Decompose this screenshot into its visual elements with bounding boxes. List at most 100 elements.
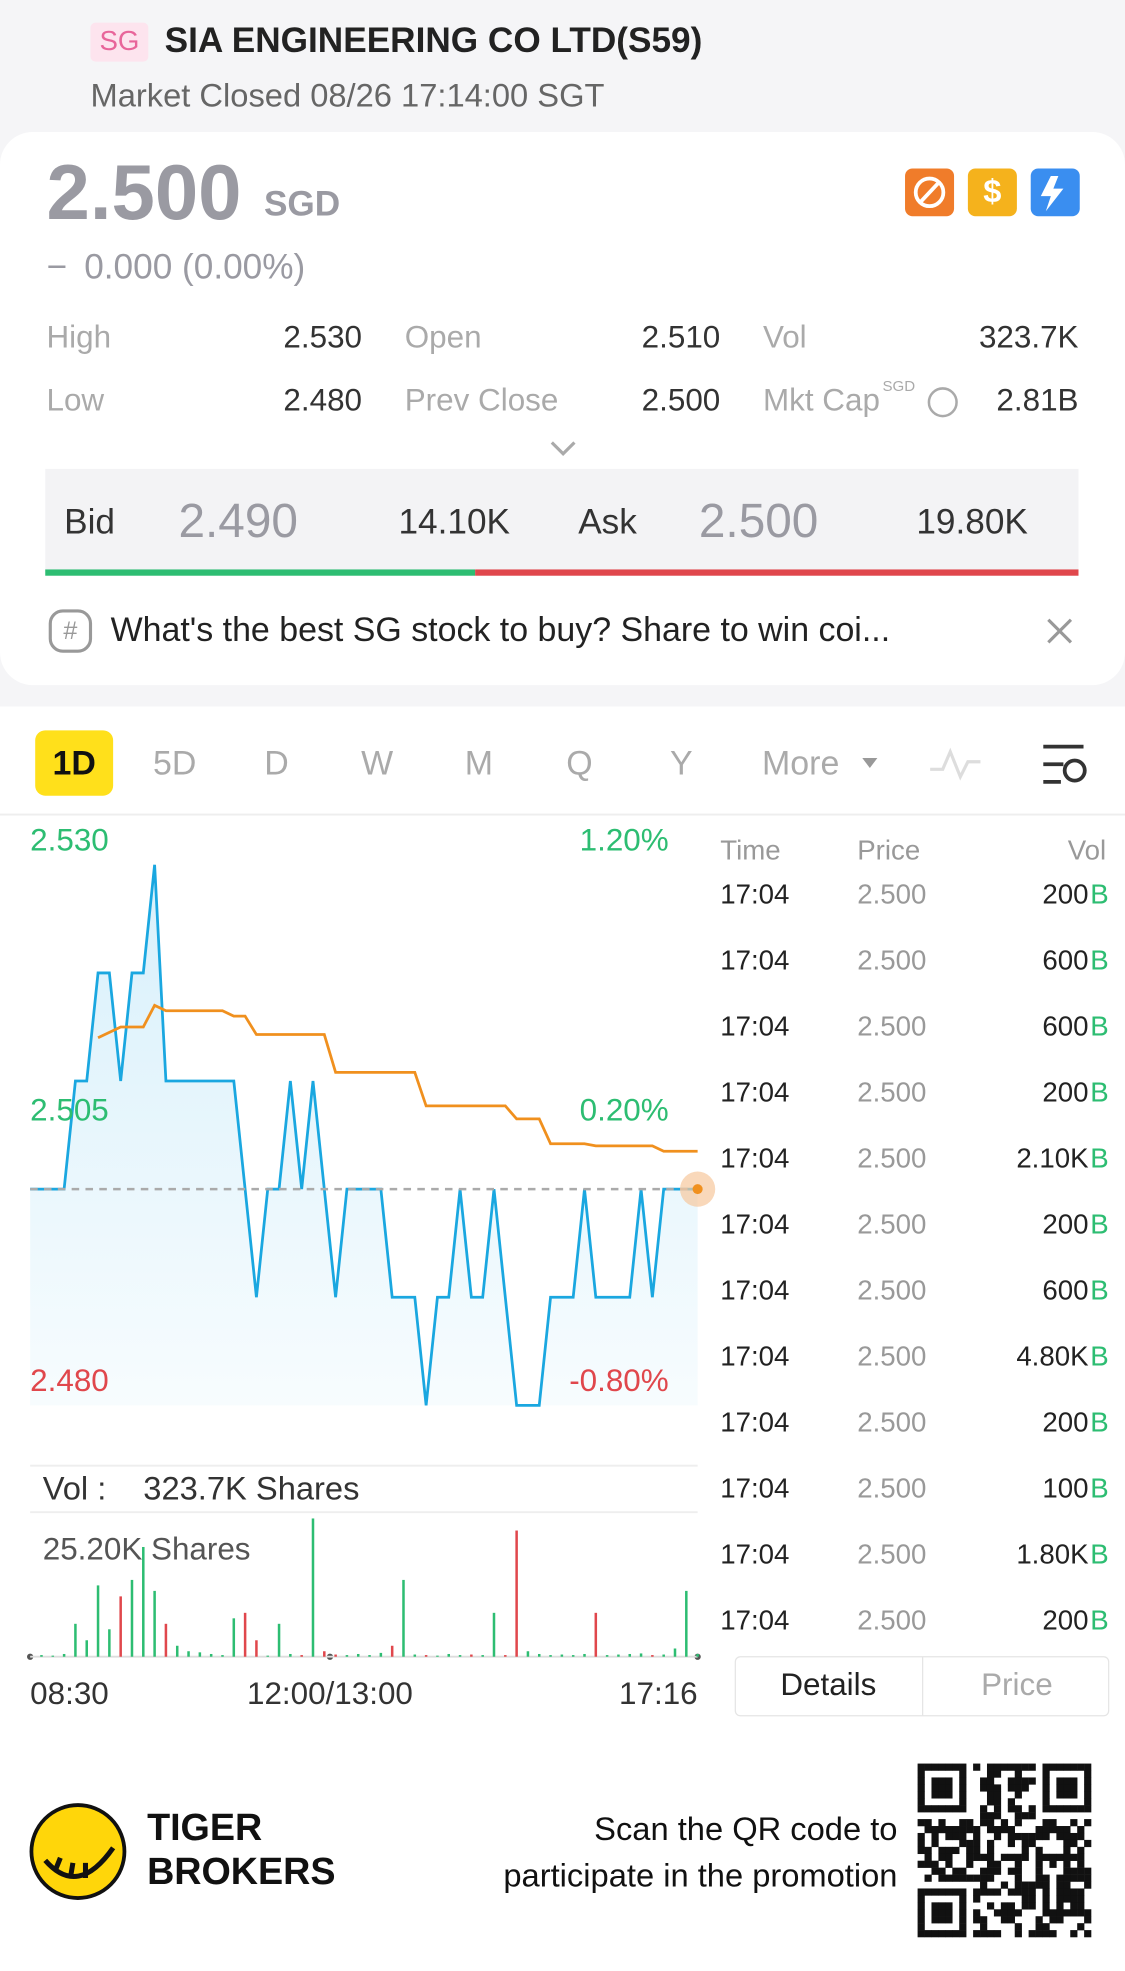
detail-tab[interactable]: Price	[981, 1667, 1053, 1702]
detail-tab[interactable]: Details	[780, 1667, 876, 1702]
volume-bar	[470, 1654, 473, 1657]
qr-cell	[1035, 1846, 1043, 1855]
price-area	[30, 864, 698, 1406]
price: 2.500	[47, 148, 242, 236]
qr-cell	[986, 1930, 995, 1938]
expand-chevron[interactable]	[550, 441, 576, 457]
qr-cell	[1084, 1916, 1092, 1924]
qr-cell	[917, 1798, 925, 1806]
settings-icon[interactable]	[1043, 744, 1084, 784]
trade-flag: B	[1090, 1209, 1108, 1240]
qr-cell	[1063, 1791, 1071, 1799]
qr-cell	[917, 1832, 925, 1841]
qr-cell	[959, 1791, 967, 1799]
qr-cell	[966, 1819, 974, 1827]
y-tick-label: 2.530	[30, 823, 109, 858]
qr-cell	[917, 1916, 925, 1924]
qr-cell	[1042, 1770, 1050, 1778]
volume-bar	[696, 1653, 699, 1657]
indicator-icon[interactable]	[930, 747, 981, 781]
qr-cell	[959, 1826, 967, 1834]
qr-cell	[1014, 1805, 1022, 1813]
qr-cell	[1056, 1909, 1064, 1917]
qr-cell	[1070, 1888, 1078, 1896]
icon[interactable]	[967, 168, 1017, 217]
trade-vol: 600	[1042, 945, 1088, 976]
qr-cell	[1070, 1819, 1078, 1827]
period-tab[interactable]: Y	[670, 744, 693, 782]
qr-code	[917, 1763, 1092, 1938]
qr-cell	[973, 1832, 981, 1841]
title: SIA ENGINEERING CO LTD(S59)	[165, 21, 703, 60]
qr-cell	[986, 1853, 995, 1861]
qr-cell	[931, 1777, 939, 1785]
qr-cell	[1014, 1923, 1022, 1931]
qr-cell	[966, 1853, 974, 1861]
period-tab[interactable]: D	[264, 744, 288, 782]
qr-cell	[1028, 1805, 1036, 1813]
trade-vol: 200	[1042, 1604, 1088, 1635]
qr-cell	[1084, 1791, 1092, 1799]
period-tab[interactable]: 5D	[153, 744, 196, 782]
qr-cell	[959, 1923, 967, 1931]
qr-cell	[986, 1902, 995, 1910]
period-tab[interactable]: 1D	[52, 744, 95, 782]
trade-time: 17:04	[720, 1011, 789, 1042]
qr-cell	[1014, 1777, 1022, 1785]
qr-cell	[986, 1763, 995, 1771]
volume-bar	[74, 1623, 77, 1657]
qr-cell	[1014, 1860, 1022, 1868]
banner[interactable]: What's the best SG stock to buy? Share t…	[111, 611, 891, 649]
volume-bar	[662, 1654, 665, 1657]
trade-price: 2.500	[857, 1011, 926, 1042]
qr-cell	[1063, 1867, 1071, 1875]
qr-cell	[986, 1826, 995, 1834]
qr-cell	[938, 1867, 946, 1875]
qr-cell	[917, 1784, 925, 1792]
qr-cell	[1049, 1763, 1057, 1771]
qr-cell	[1084, 1909, 1092, 1917]
qr-cell	[1028, 1930, 1036, 1938]
qr-cell	[959, 1763, 967, 1771]
volume-bar	[424, 1655, 428, 1657]
qr-cell	[945, 1826, 953, 1834]
close-banner[interactable]	[1047, 618, 1073, 644]
qr-cell	[1042, 1805, 1050, 1813]
period-tab[interactable]: Q	[566, 744, 592, 782]
qr-cell	[993, 1791, 1002, 1799]
qr-cell	[1007, 1805, 1015, 1813]
qr-cell	[1084, 1930, 1092, 1938]
volume-bar	[379, 1652, 383, 1657]
qr-cell	[1042, 1930, 1050, 1938]
qr-cell	[917, 1860, 925, 1868]
change-sign: −	[47, 247, 68, 286]
qr-cell	[952, 1805, 960, 1813]
stat-value: 2.480	[283, 383, 362, 418]
qr-cell	[959, 1832, 967, 1841]
qr-cell	[1014, 1812, 1022, 1820]
qr-cell	[966, 1860, 974, 1868]
qr-cell	[1000, 1819, 1009, 1827]
qr-cell	[1056, 1832, 1064, 1841]
qr-cell	[931, 1860, 939, 1868]
qr-cell	[980, 1888, 988, 1896]
period-tab[interactable]: W	[361, 744, 393, 782]
y-tick-label: 2.505	[30, 1093, 109, 1128]
qr-cell	[1084, 1874, 1092, 1882]
period-tab[interactable]: More	[762, 744, 839, 782]
qr-cell	[959, 1902, 967, 1910]
qr-cell	[1056, 1881, 1064, 1889]
qr-cell	[1070, 1805, 1078, 1813]
qr-cell	[1035, 1867, 1043, 1875]
qr-cell	[1042, 1791, 1050, 1799]
trade-time: 17:04	[720, 879, 789, 910]
qr-cell	[1070, 1763, 1078, 1771]
period-tab[interactable]: M	[465, 744, 493, 782]
qr-cell	[952, 1763, 960, 1771]
trade-header: Price	[857, 835, 920, 866]
qr-cell	[959, 1895, 967, 1903]
qr-cell	[924, 1888, 932, 1896]
qr-cell	[1056, 1826, 1064, 1834]
qr-cell	[1042, 1909, 1050, 1917]
qr-cell	[1035, 1826, 1043, 1834]
